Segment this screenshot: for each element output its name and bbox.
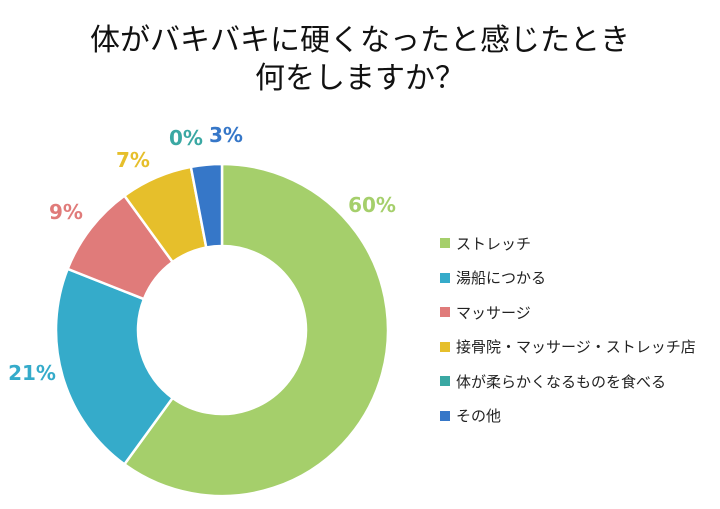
legend-swatch (440, 341, 450, 352)
legend-label: 湯船につかる (456, 269, 547, 288)
legend: ストレッチ湯船につかる マッサージ接骨院・マッサージ・ストレッチ店 体が柔らかくなる… (440, 226, 696, 433)
legend-item: 湯船につかる (440, 261, 696, 296)
legend-item: ストレッチ (440, 226, 696, 261)
chart-title: 体がバキバキに硬くなったと感じたとき 何をしますか？ (0, 22, 720, 98)
legend-swatch (440, 272, 450, 283)
legend-label: 体が柔らかくなるものを食べる (456, 372, 667, 391)
data-label: 7% (116, 148, 150, 172)
legend-item: 体が柔らかくなるものを食べる (440, 364, 696, 399)
legend-swatch (440, 238, 450, 249)
legend-label: ストレッチ (456, 234, 532, 253)
legend-swatch (440, 410, 450, 421)
donut-slice (122, 162, 390, 498)
data-label: 3% (209, 123, 243, 147)
legend-item: 接骨院・マッサージ・ストレッチ店 (440, 330, 696, 365)
donut-slice (54, 267, 175, 467)
legend-item: マッサージ (440, 295, 696, 330)
data-label: 60% (348, 193, 396, 217)
donut-slice (189, 162, 224, 249)
legend-label: その他 (456, 407, 502, 426)
legend-swatch (440, 376, 450, 387)
title-line-2: 何をしますか？ (255, 61, 465, 96)
title-line-1: 体がバキバキに硬くなったと感じたとき (90, 23, 630, 58)
data-label: 21% (8, 361, 56, 385)
data-label: 0% (169, 126, 203, 150)
legend-item: その他 (440, 399, 696, 434)
legend-label: マッサージ (456, 303, 531, 322)
data-label: 9% (49, 200, 83, 224)
legend-swatch (440, 307, 450, 318)
legend-label: 接骨院・マッサージ・ストレッチ店 (456, 338, 696, 357)
